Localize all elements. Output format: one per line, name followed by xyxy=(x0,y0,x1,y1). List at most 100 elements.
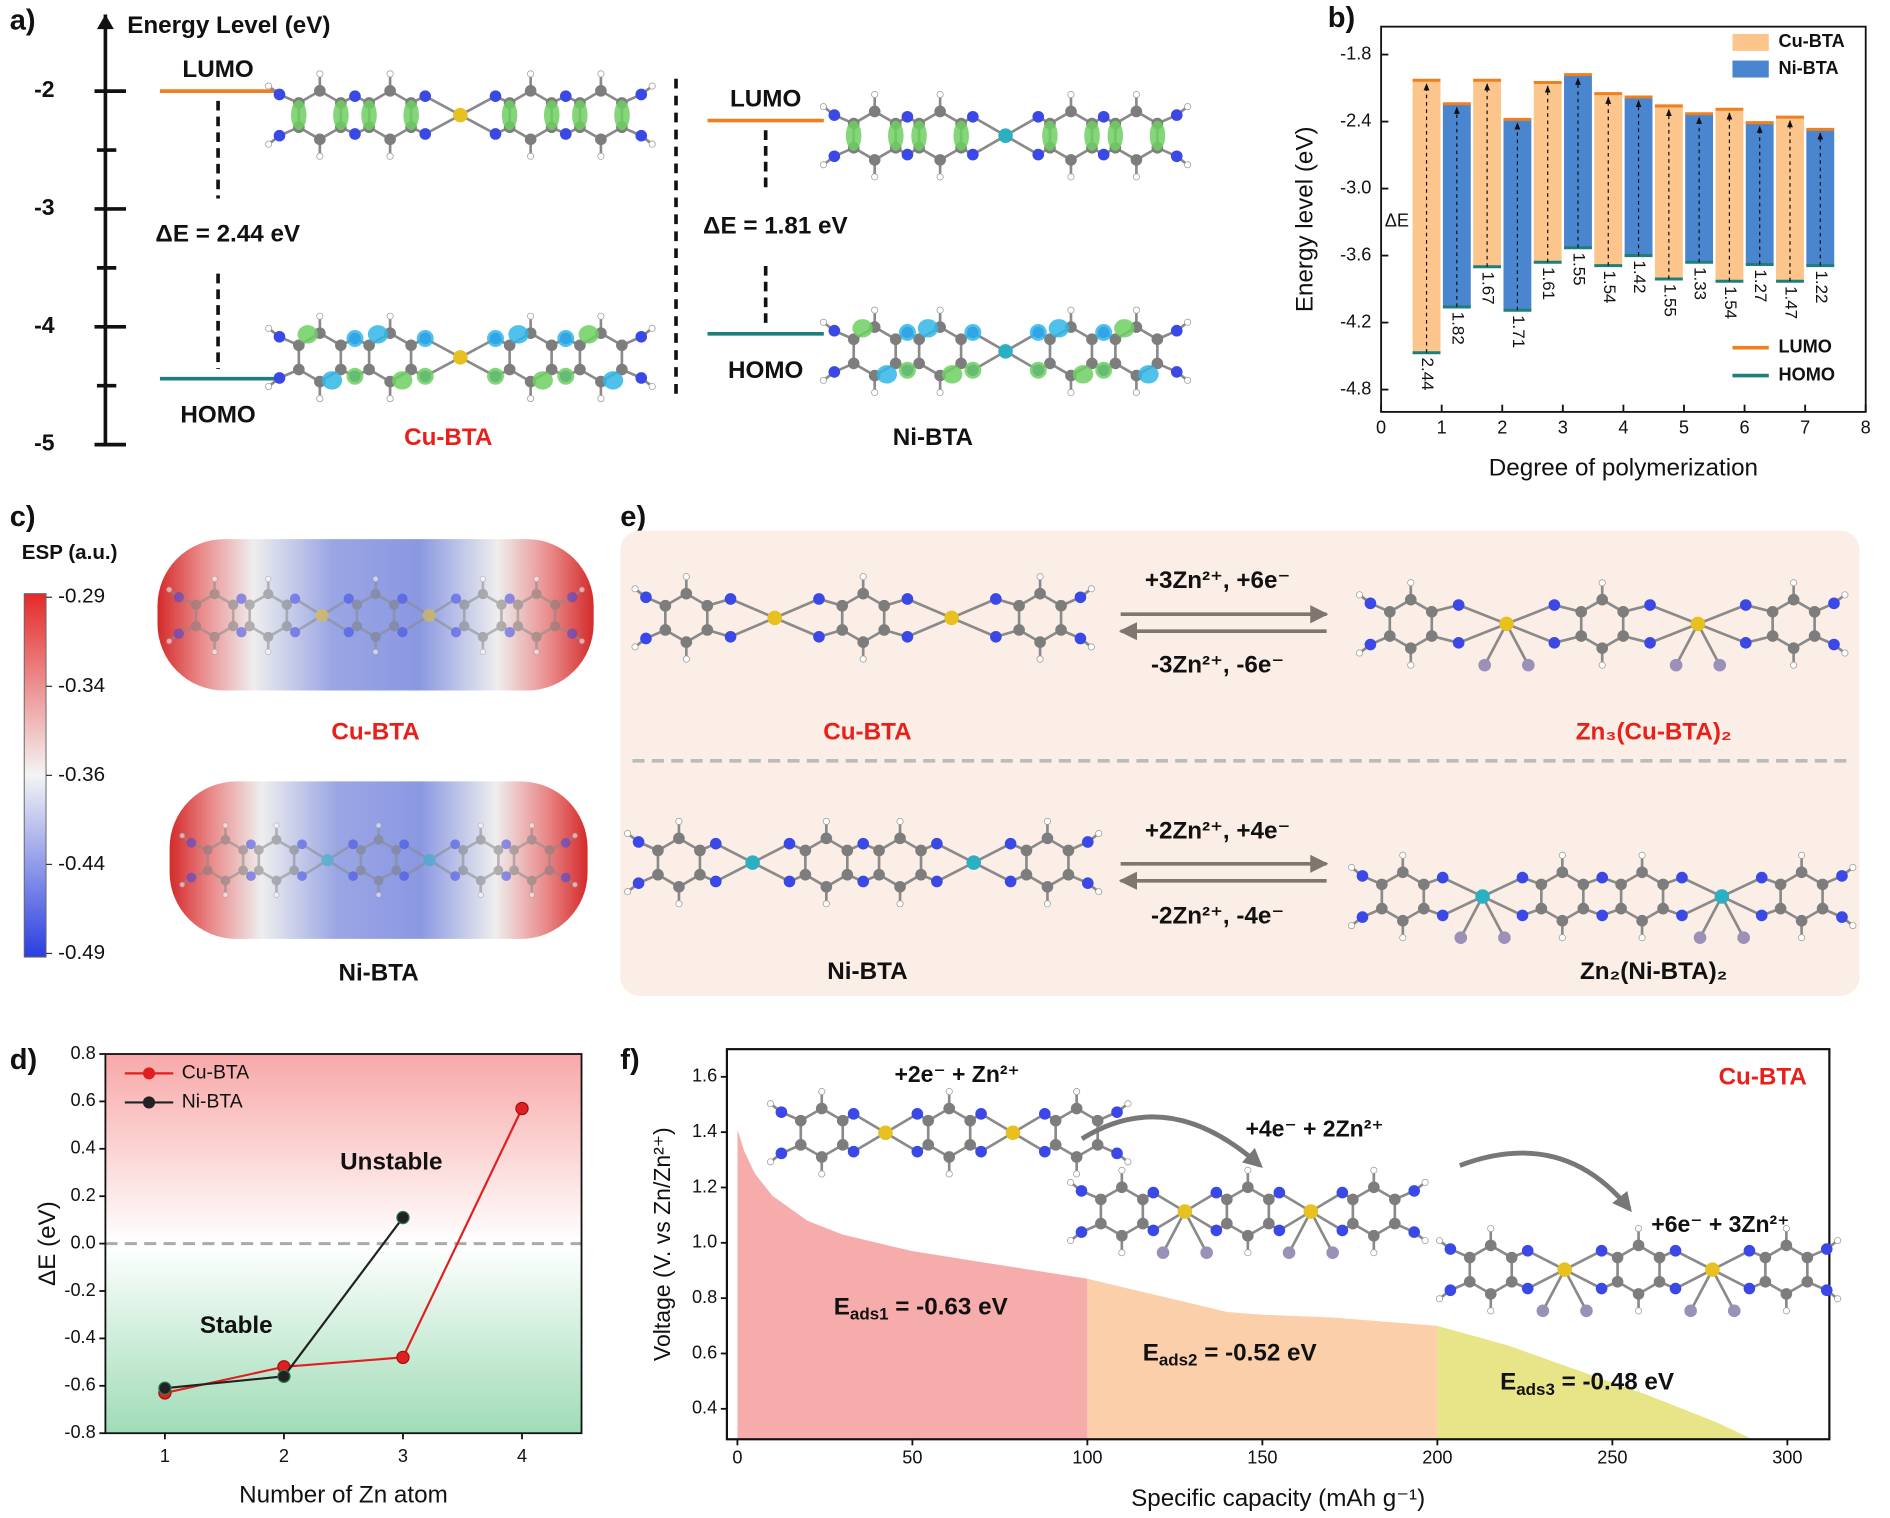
atom xyxy=(1399,851,1407,859)
atom xyxy=(459,599,470,610)
atom xyxy=(1834,1295,1842,1303)
atom xyxy=(943,1102,956,1115)
atom xyxy=(1116,1229,1128,1242)
orbital-lobe xyxy=(964,361,982,379)
atom xyxy=(1521,1282,1534,1295)
atom xyxy=(386,152,394,160)
atom xyxy=(166,586,173,593)
atom xyxy=(794,1139,807,1151)
x-tick-label: 300 xyxy=(1772,1447,1802,1467)
y-tick-label: 1.6 xyxy=(692,1066,717,1086)
y-tick-label: 0.2 xyxy=(70,1185,95,1205)
gap-label: 1.54 xyxy=(1600,270,1619,303)
atom xyxy=(531,631,542,643)
bond xyxy=(1721,876,1763,898)
atom xyxy=(574,363,586,376)
atom xyxy=(1091,1114,1104,1127)
atom xyxy=(819,103,827,111)
atom xyxy=(375,891,382,898)
atom xyxy=(289,845,300,855)
bond xyxy=(1721,895,1763,917)
atom xyxy=(1816,878,1829,891)
molecule-name: Cu-BTA xyxy=(404,424,492,451)
atom xyxy=(1615,878,1627,891)
atom xyxy=(343,627,354,638)
atom xyxy=(1463,1251,1476,1264)
y-tick-label: -3.0 xyxy=(1340,177,1371,197)
atom xyxy=(450,871,461,881)
atom xyxy=(386,312,394,320)
bar xyxy=(1715,109,1744,282)
orbital-lobe xyxy=(1029,323,1047,341)
atom xyxy=(244,621,255,632)
atom xyxy=(1132,173,1140,181)
orbital-lobe xyxy=(297,325,318,344)
orbital-lobe xyxy=(403,100,419,131)
orbital-lobe xyxy=(1048,319,1070,338)
atom xyxy=(1632,1288,1645,1300)
atom xyxy=(1263,1193,1275,1206)
gap-label: 2.44 xyxy=(1418,358,1437,391)
atom xyxy=(1067,389,1075,397)
bond xyxy=(1696,623,1721,666)
orbital-lobe xyxy=(291,100,307,131)
atom xyxy=(873,844,885,857)
atom xyxy=(1132,306,1140,314)
atom xyxy=(632,877,645,889)
atom xyxy=(913,333,925,346)
atom xyxy=(857,587,870,600)
atom xyxy=(1242,1181,1254,1194)
axis-arrow xyxy=(96,14,114,30)
atom xyxy=(597,70,605,78)
atom xyxy=(450,593,462,604)
y-tick-label: 0.4 xyxy=(692,1398,717,1418)
molecule xyxy=(1435,1224,1842,1318)
atom xyxy=(273,330,286,343)
orbital-lobe xyxy=(578,325,599,344)
orbital-lobe xyxy=(917,319,939,338)
atom xyxy=(1808,630,1821,642)
atom xyxy=(1075,1226,1088,1238)
atom xyxy=(477,631,489,643)
atom xyxy=(878,624,890,636)
bond xyxy=(1689,1269,1714,1312)
colorbar-tick-label: -0.29 xyxy=(58,585,105,608)
atom xyxy=(263,631,274,643)
atom xyxy=(1091,1139,1104,1151)
region-area xyxy=(1087,1278,1438,1440)
atom xyxy=(1841,649,1849,657)
bond xyxy=(1483,623,1508,666)
atom xyxy=(1184,161,1192,169)
x-axis-label: Degree of polymerization xyxy=(1489,454,1758,481)
atom xyxy=(1795,866,1808,879)
legend-marker xyxy=(142,1096,156,1109)
atom xyxy=(1086,357,1098,370)
atom xyxy=(453,350,468,365)
atom xyxy=(1505,1275,1518,1288)
y-tick-label: 1.0 xyxy=(692,1232,717,1252)
orbital-lobe xyxy=(321,371,343,390)
y-tick-label: -3.6 xyxy=(1340,244,1371,264)
atom xyxy=(504,627,515,638)
atom xyxy=(944,610,959,626)
atom xyxy=(889,333,902,346)
atom xyxy=(289,593,301,604)
atom xyxy=(836,1139,849,1151)
atom xyxy=(389,621,400,632)
atom xyxy=(1356,870,1369,882)
atom xyxy=(246,839,256,850)
atom xyxy=(1282,1246,1296,1259)
atom xyxy=(1124,1158,1132,1166)
panel-label: c) xyxy=(10,501,36,533)
panel-label: a) xyxy=(10,4,36,36)
bond xyxy=(1681,876,1723,898)
atom xyxy=(399,839,410,850)
atom xyxy=(373,875,384,886)
atom xyxy=(356,865,366,876)
bond xyxy=(1563,1269,1588,1312)
atom xyxy=(560,872,571,883)
atom xyxy=(1516,909,1529,922)
atom xyxy=(675,900,683,908)
atom xyxy=(975,1108,987,1120)
atom xyxy=(1170,150,1183,163)
